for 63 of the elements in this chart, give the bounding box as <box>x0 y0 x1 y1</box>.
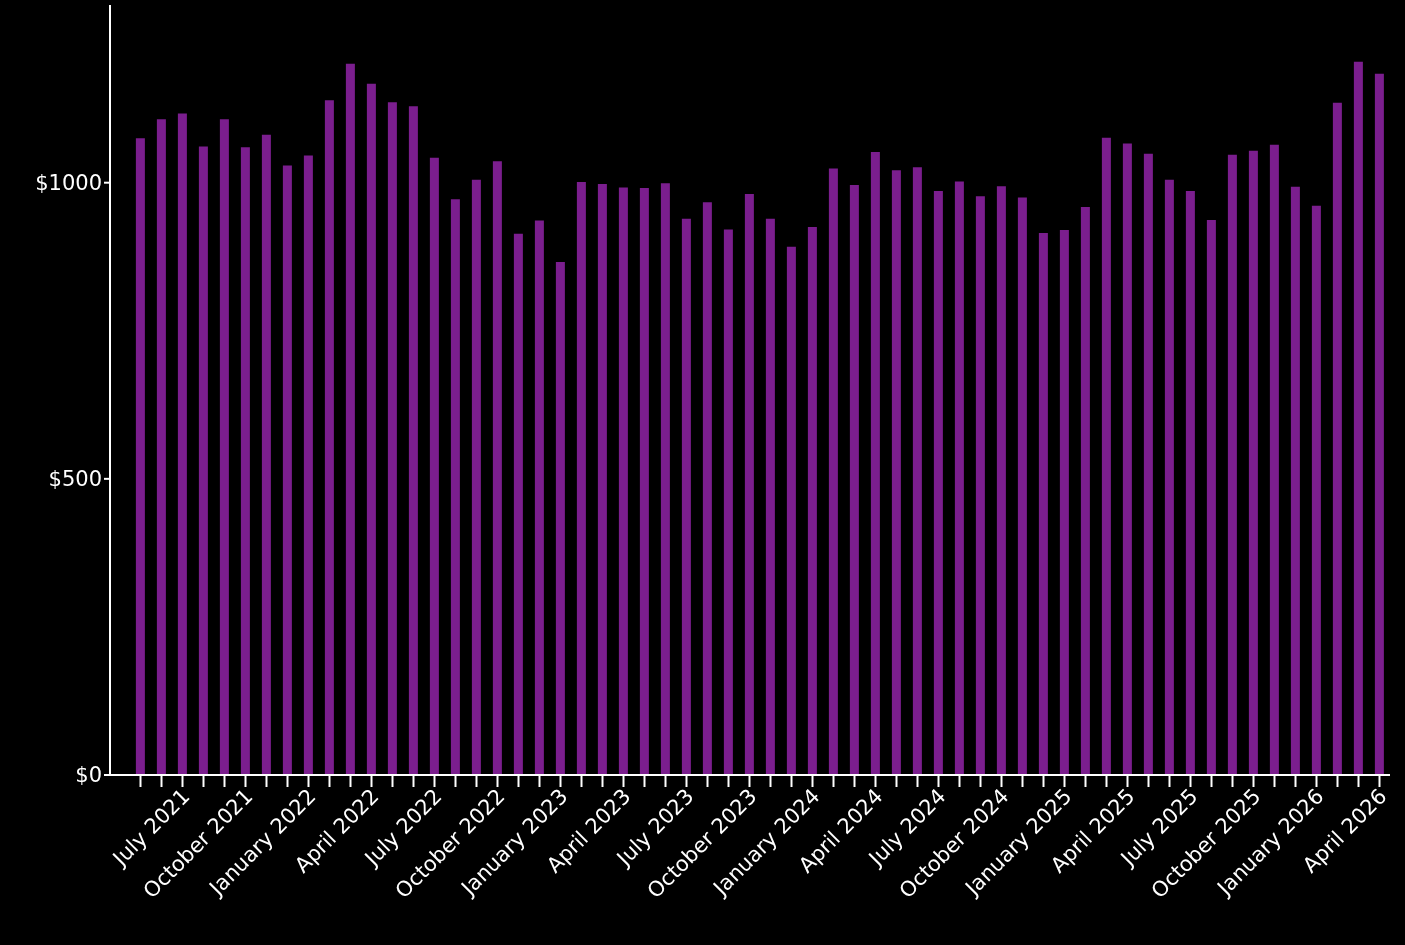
bar <box>933 190 943 775</box>
bar <box>975 196 985 775</box>
bar <box>387 102 397 775</box>
bar <box>1080 206 1090 775</box>
bar <box>555 262 565 775</box>
bar <box>261 134 271 775</box>
bar <box>1353 61 1363 775</box>
bar <box>1122 143 1132 775</box>
bar <box>492 161 502 775</box>
bar <box>1311 205 1321 775</box>
bar <box>198 146 208 775</box>
bar <box>807 227 817 775</box>
bar <box>1332 102 1342 775</box>
bar <box>597 183 607 775</box>
bar <box>1248 150 1258 775</box>
bar <box>1143 153 1153 775</box>
bar <box>1164 179 1174 775</box>
bar <box>177 113 187 775</box>
bar <box>1017 197 1027 775</box>
bar <box>429 157 439 775</box>
bar <box>1206 220 1216 775</box>
bar <box>1374 73 1384 775</box>
bar <box>849 185 859 775</box>
bar <box>765 218 775 775</box>
y-tick-label: $0 <box>75 763 102 788</box>
bar <box>639 188 649 775</box>
y-tick-label: $1000 <box>35 171 102 196</box>
bar <box>1227 154 1237 775</box>
bar <box>303 155 313 775</box>
bar <box>1059 230 1069 775</box>
bar <box>324 100 334 775</box>
bar <box>723 229 733 775</box>
bar <box>345 63 355 775</box>
bar <box>681 218 691 775</box>
bar <box>135 138 145 775</box>
bar <box>366 83 376 775</box>
bar <box>996 186 1006 775</box>
bar <box>408 106 418 775</box>
bar <box>450 199 460 775</box>
y-tick-label: $500 <box>48 467 102 492</box>
bar <box>660 183 670 775</box>
bar <box>912 167 922 775</box>
bar <box>702 202 712 775</box>
bar <box>240 147 250 775</box>
bar <box>891 170 901 775</box>
bar <box>618 187 628 775</box>
bar <box>1269 144 1279 775</box>
bar <box>954 181 964 775</box>
bar <box>828 168 838 775</box>
bar <box>1185 190 1195 775</box>
bar <box>471 179 481 775</box>
bar <box>744 193 754 775</box>
bar <box>156 119 166 775</box>
bar <box>576 182 586 775</box>
bar <box>219 119 229 775</box>
bar <box>870 151 880 775</box>
bar <box>786 246 796 775</box>
bar <box>534 220 544 775</box>
bar <box>282 165 292 775</box>
bar <box>1290 186 1300 775</box>
bar <box>513 233 523 775</box>
bar <box>1038 233 1048 775</box>
bar <box>1101 137 1111 775</box>
